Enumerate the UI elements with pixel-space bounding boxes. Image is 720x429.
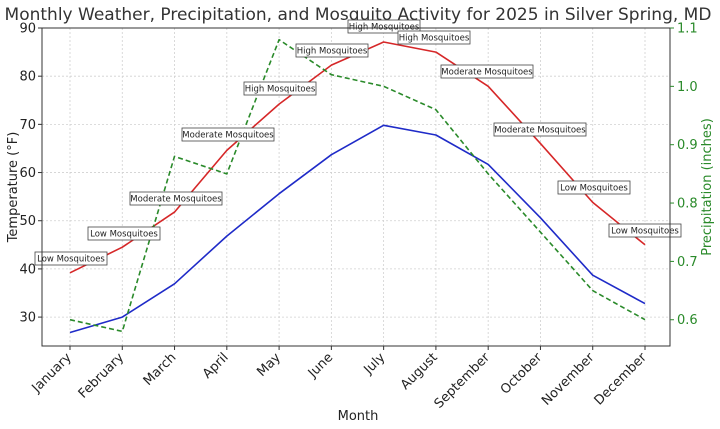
y-axis-ticks: 30 40 50 60 70 80 90 — [19, 22, 42, 326]
y2-tick-label: 0.9 — [677, 138, 698, 153]
y-tick-label: 70 — [19, 118, 36, 133]
x-axis-ticks: January February March April May June July Augu… — [29, 346, 651, 412]
x-tick-label: April — [200, 350, 232, 382]
annotation-label: High Mosquitoes — [295, 43, 369, 58]
plot-frame — [41, 27, 671, 347]
annotation-text: Low Mosquitoes — [560, 184, 628, 194]
annotation-box — [181, 127, 275, 142]
annotation-box — [608, 223, 682, 238]
x-tick-label: January — [29, 350, 75, 396]
annotation-text: Low Mosquitoes — [90, 230, 158, 240]
y-tick-label: 90 — [19, 22, 36, 37]
annotation-box — [87, 226, 161, 241]
annotation-text: Moderate Mosquitoes — [494, 126, 586, 136]
annotation-box — [34, 251, 108, 266]
y2-tick-label: 0.8 — [677, 197, 698, 212]
y2-tick-label: 0.6 — [677, 313, 698, 328]
x-tick-label: February — [76, 350, 128, 402]
y-tick-label: 50 — [19, 214, 36, 229]
y2-axis-label: Precipitation (inches) — [700, 118, 715, 256]
y2-tick-label: 0.7 — [677, 255, 698, 270]
x-tick-label: December — [592, 350, 651, 409]
annotation-label: Low Mosquitoes — [34, 251, 108, 266]
annotation-text: High Mosquitoes — [245, 85, 316, 95]
x-axis-label: Month — [338, 409, 379, 424]
y2-tick-label: 1.1 — [677, 22, 698, 37]
y2-tick-label: 1.0 — [677, 80, 698, 95]
annotation-box — [397, 30, 471, 45]
annotation-label: Moderate Mosquitoes — [493, 122, 587, 137]
annotation-label: Moderate Mosquitoes — [440, 64, 534, 79]
x-tick-label: October — [498, 350, 546, 398]
y-tick-label: 30 — [19, 311, 36, 326]
y-axis-label: Temperature (°F) — [6, 132, 21, 244]
annotation-box — [243, 81, 317, 96]
y-tick-label: 80 — [19, 70, 36, 85]
x-tick-label: August — [398, 350, 441, 393]
annotation-text: Low Mosquitoes — [611, 227, 679, 237]
annotation-label: Moderate Mosquitoes — [181, 127, 275, 142]
annotation-box — [440, 64, 534, 79]
y2-axis-ticks: 0.6 0.7 0.8 0.9 1.0 1.1 — [670, 22, 698, 328]
chart-title: Monthly Weather, Precipitation, and Mosq… — [5, 5, 712, 25]
annotation-box — [493, 122, 587, 137]
x-tick-label: May — [254, 350, 284, 380]
y-tick-label: 40 — [19, 262, 36, 277]
annotation-box — [347, 19, 421, 34]
annotation-box — [295, 43, 369, 58]
annotation-label: Low Mosquitoes — [87, 226, 161, 241]
annotation-text: Moderate Mosquitoes — [130, 195, 222, 205]
annotation-label: Low Mosquitoes — [608, 223, 682, 238]
annotation-text: Moderate Mosquitoes — [182, 131, 274, 141]
annotation-layer: Low Mosquitoes Low Mosquitoes Moderate Mos… — [34, 19, 682, 266]
y-tick-label: 60 — [19, 166, 36, 181]
annotation-text: Low Mosquitoes — [37, 255, 105, 265]
annotation-box — [129, 191, 223, 206]
annotation-label: Moderate Mosquitoes — [129, 191, 223, 206]
annotation-text: Moderate Mosquitoes — [441, 68, 533, 78]
x-tick-label: July — [361, 350, 389, 378]
annotation-text: High Mosquitoes — [297, 47, 368, 57]
annotation-label: High Mosquitoes — [243, 81, 317, 96]
annotation-label: High Mosquitoes — [397, 30, 471, 45]
x-tick-label: March — [141, 350, 180, 389]
x-tick-label: September — [432, 350, 494, 412]
annotation-label: Low Mosquitoes — [557, 180, 631, 195]
annotation-box — [557, 180, 631, 195]
x-tick-label: November — [539, 350, 598, 409]
series-line-1 — [69, 124, 646, 334]
x-tick-label: June — [305, 350, 336, 381]
annotation-text: High Mosquitoes — [399, 34, 470, 44]
